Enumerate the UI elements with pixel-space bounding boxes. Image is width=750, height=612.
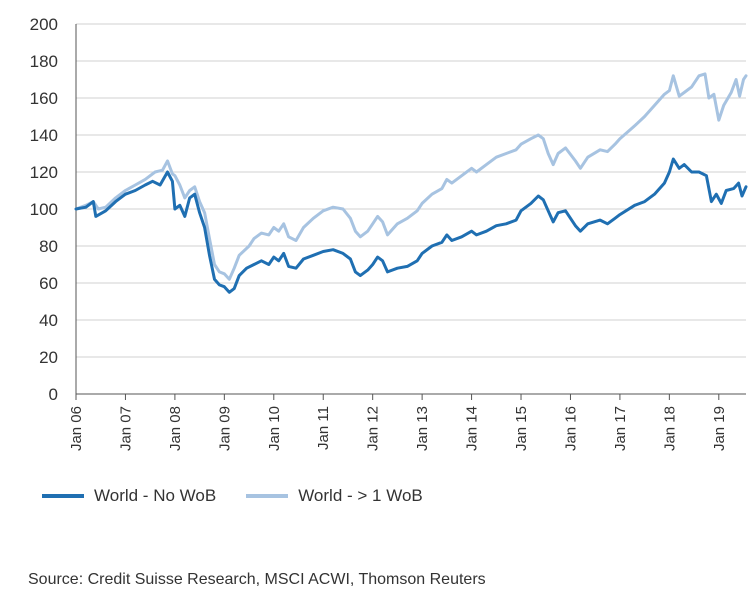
x-tick-label: Jan 07 [117,406,134,451]
x-tick-label: Jan 19 [711,406,728,451]
x-axis-ticks: Jan 06 Jan 07 Jan 08 Jan 09 Jan 10 Jan 11 Jan … [68,394,728,451]
y-axis-ticks: 0 20 40 60 80 100 120 140 160 180 200 [30,15,58,404]
x-tick-label: Jan 08 [167,406,184,451]
x-tick-label: Jan 13 [414,406,431,451]
legend: World - No WoB World - > 1 WoB [42,486,453,506]
y-tick-label: 40 [39,311,58,330]
legend-label-no-wob: World - No WoB [94,486,217,505]
x-tick-label: Jan 16 [562,406,579,451]
x-tick-label: Jan 10 [266,406,283,451]
x-tick-label: Jan 06 [68,406,85,451]
y-tick-label: 20 [39,348,58,367]
legend-item-wob: World - > 1 WoB [246,486,423,506]
series-lines [74,72,748,294]
series-line-wob [74,72,748,281]
y-tick-label: 60 [39,274,58,293]
y-tick-label: 180 [30,52,58,71]
x-tick-label: Jan 09 [216,406,233,451]
y-tick-label: 80 [39,237,58,256]
y-tick-label: 0 [49,385,58,404]
x-tick-label: Jan 14 [464,406,481,451]
series-line-no-wob [74,157,748,294]
x-tick-label: Jan 17 [612,406,629,451]
legend-item-no-wob: World - No WoB [42,486,216,506]
x-tick-label: Jan 11 [315,406,332,450]
legend-swatch-wob [246,494,289,498]
y-tick-label: 100 [30,200,58,219]
y-tick-label: 120 [30,163,58,182]
y-tick-label: 140 [30,126,58,145]
x-tick-label: Jan 15 [513,406,530,451]
legend-swatch-no-wob [42,494,84,498]
y-tick-label: 160 [30,89,58,108]
x-tick-label: Jan 12 [365,406,382,451]
legend-label-wob: World - > 1 WoB [298,486,423,505]
line-chart: 0 20 40 60 80 100 120 140 160 180 200 Jan 06 Jan 07… [30,15,748,451]
x-tick-label: Jan 18 [661,406,678,451]
y-tick-label: 200 [30,15,58,34]
source-note: Source: Credit Suisse Research, MSCI ACW… [28,571,486,588]
